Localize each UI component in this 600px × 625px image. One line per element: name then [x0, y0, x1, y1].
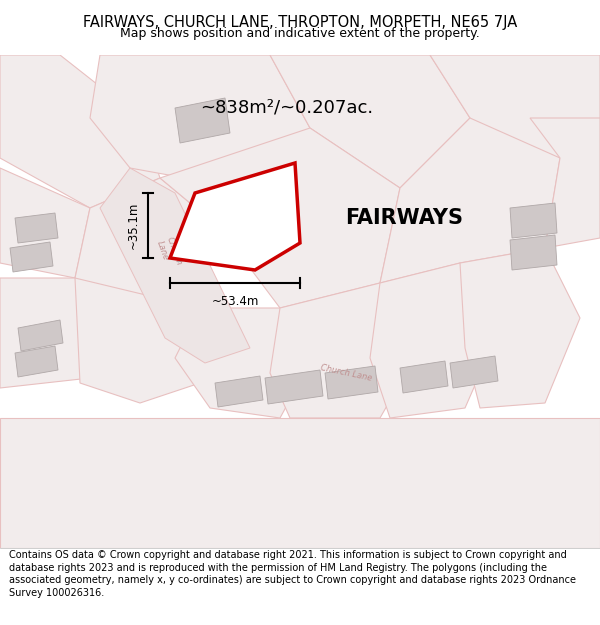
Polygon shape [510, 203, 557, 238]
Text: Church Lane: Church Lane [320, 363, 373, 383]
Polygon shape [175, 234, 203, 262]
Text: FAIRWAYS, CHURCH LANE, THROPTON, MORPETH, NE65 7JA: FAIRWAYS, CHURCH LANE, THROPTON, MORPETH… [83, 16, 517, 31]
Polygon shape [510, 235, 557, 270]
Text: ~838m²/~0.207ac.: ~838m²/~0.207ac. [200, 99, 373, 117]
Polygon shape [10, 242, 53, 272]
Text: ~53.4m: ~53.4m [211, 295, 259, 308]
Polygon shape [370, 263, 500, 418]
Polygon shape [170, 163, 300, 270]
Polygon shape [195, 193, 260, 248]
Polygon shape [530, 118, 600, 248]
Polygon shape [270, 283, 420, 418]
Polygon shape [0, 168, 90, 278]
Text: Church
Lane: Church Lane [155, 236, 184, 270]
Polygon shape [15, 213, 58, 243]
Polygon shape [0, 55, 160, 208]
Polygon shape [18, 320, 63, 351]
Polygon shape [400, 361, 448, 393]
Polygon shape [265, 370, 323, 404]
Text: ~35.1m: ~35.1m [127, 202, 140, 249]
Polygon shape [160, 128, 400, 308]
Text: Contains OS data © Crown copyright and database right 2021. This information is : Contains OS data © Crown copyright and d… [9, 550, 576, 598]
Polygon shape [175, 308, 310, 418]
Polygon shape [175, 98, 230, 143]
Polygon shape [215, 376, 263, 407]
Polygon shape [480, 118, 545, 228]
Polygon shape [260, 186, 294, 225]
Polygon shape [380, 118, 560, 283]
Text: Map shows position and indicative extent of the property.: Map shows position and indicative extent… [120, 27, 480, 39]
Polygon shape [100, 168, 250, 363]
Polygon shape [0, 278, 110, 388]
Polygon shape [270, 55, 470, 188]
Polygon shape [15, 346, 58, 377]
Polygon shape [75, 278, 230, 403]
Polygon shape [450, 356, 498, 388]
Polygon shape [430, 55, 600, 168]
Polygon shape [90, 55, 310, 188]
Text: FAIRWAYS: FAIRWAYS [345, 208, 463, 228]
Polygon shape [460, 248, 580, 408]
Polygon shape [0, 418, 600, 548]
Polygon shape [75, 178, 220, 308]
Polygon shape [325, 366, 378, 399]
